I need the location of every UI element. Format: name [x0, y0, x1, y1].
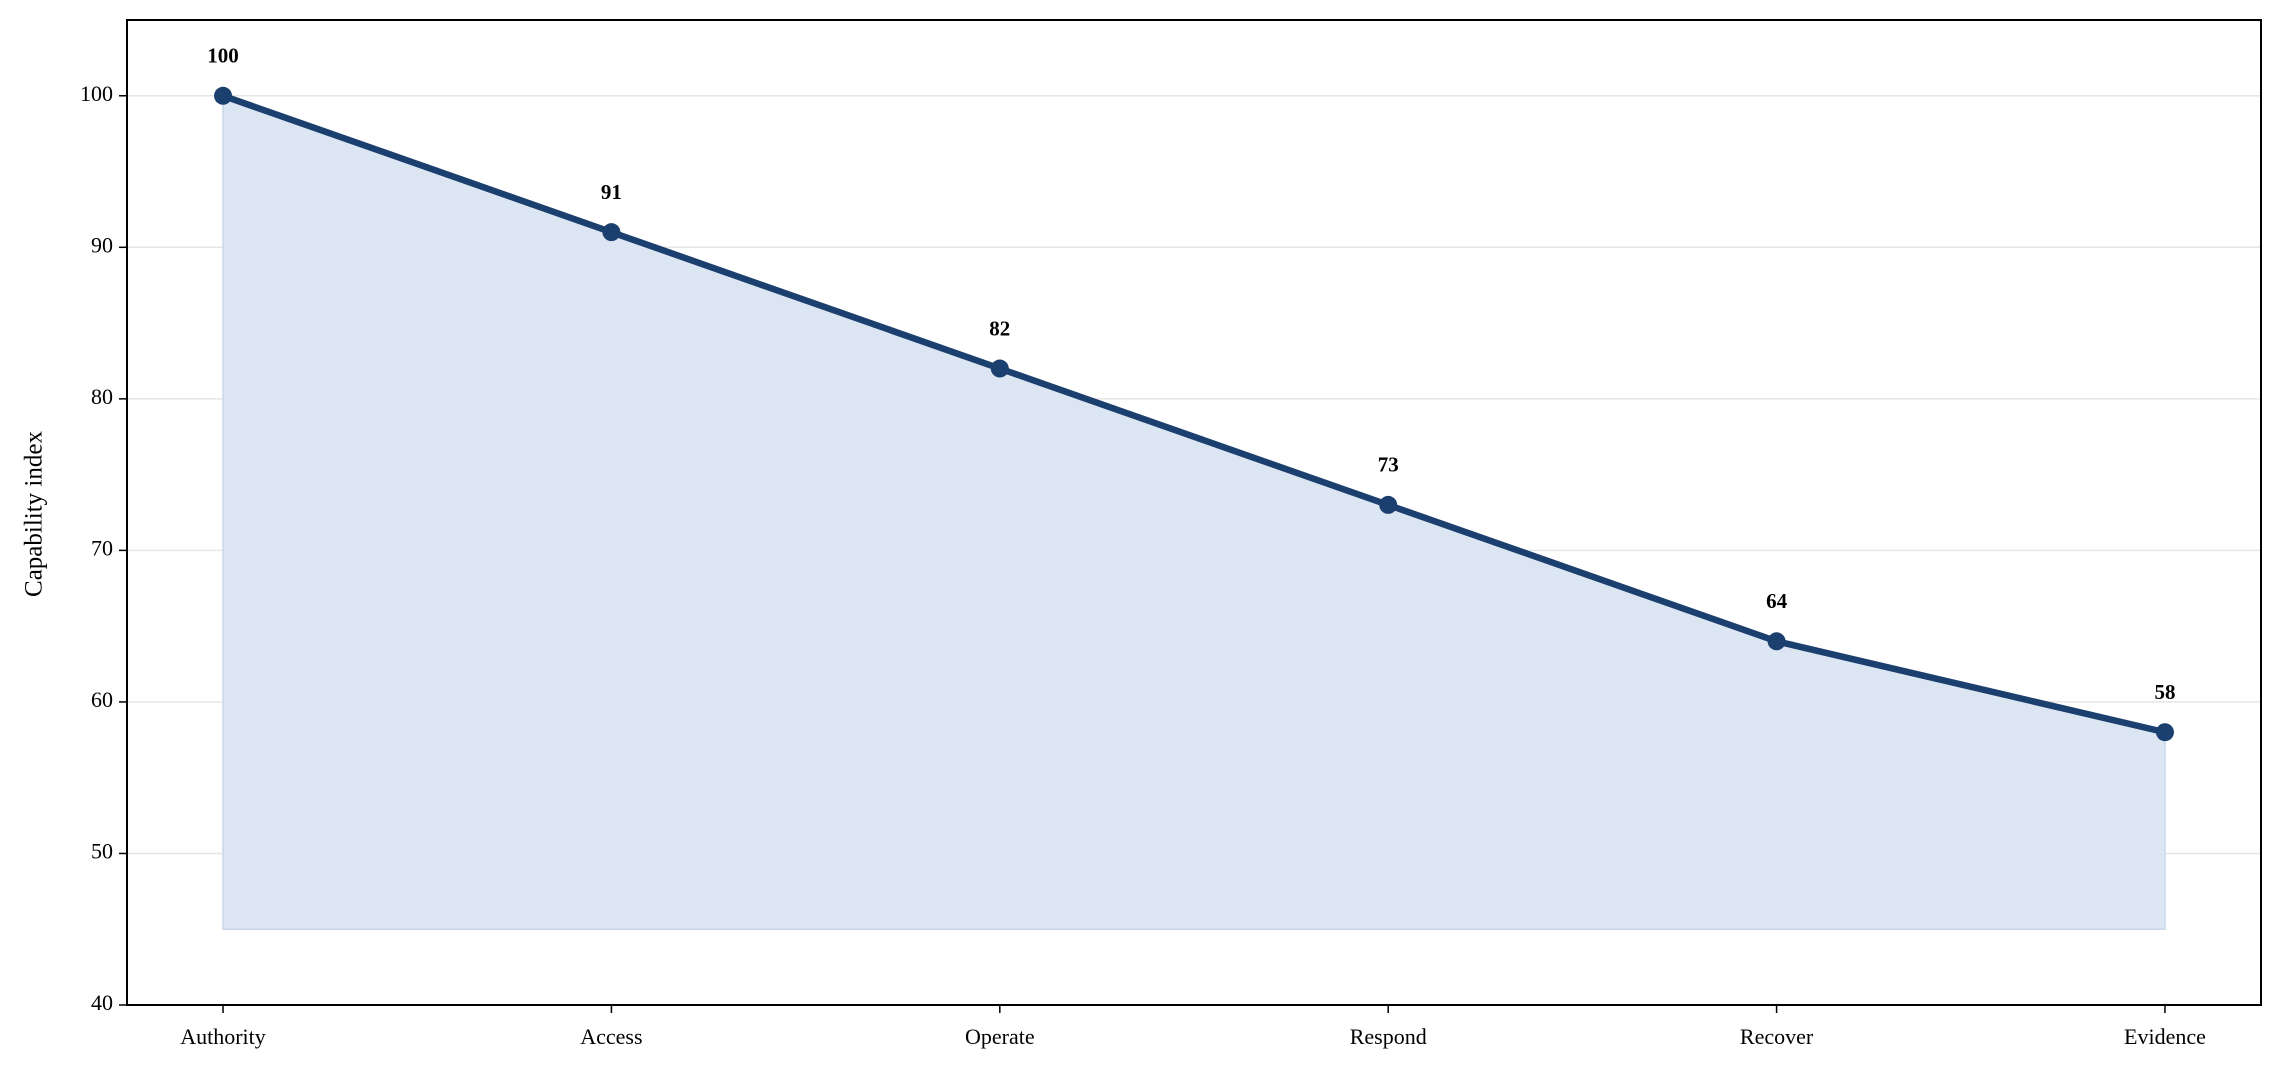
x-tick-label: Operate: [965, 1024, 1035, 1049]
y-tick-label: 40: [91, 990, 113, 1015]
area: [222, 94, 2166, 930]
y-tick-label: 100: [80, 81, 113, 106]
y-tick-label: 90: [91, 232, 113, 257]
y-tick-label: 60: [91, 687, 113, 712]
x-tick-label: Recover: [1740, 1024, 1814, 1049]
y-tick-label: 80: [91, 384, 113, 409]
x-tick-label: Access: [580, 1024, 642, 1049]
marker: [214, 86, 233, 105]
marker: [1379, 495, 1398, 514]
plot-frame: [126, 19, 2262, 1006]
data-label: 64: [1766, 589, 1788, 613]
x-tick-label: Authority: [180, 1024, 266, 1049]
marker: [602, 223, 621, 242]
data-label: 100: [207, 44, 239, 68]
data-label: 58: [2154, 680, 2175, 704]
y-tick-label: 50: [91, 839, 113, 864]
marker: [2155, 723, 2174, 742]
data-label: 82: [989, 316, 1010, 340]
marker: [1767, 632, 1786, 651]
y-tick-label: 70: [91, 535, 113, 560]
marker: [990, 359, 1009, 378]
y-axis-label: Capability index: [21, 431, 48, 597]
line: [221, 92, 2166, 736]
x-tick-label: Evidence: [2124, 1024, 2206, 1049]
data-label: 91: [601, 180, 622, 204]
data-label: 73: [1378, 453, 1399, 477]
x-tick-label: Respond: [1350, 1024, 1427, 1049]
